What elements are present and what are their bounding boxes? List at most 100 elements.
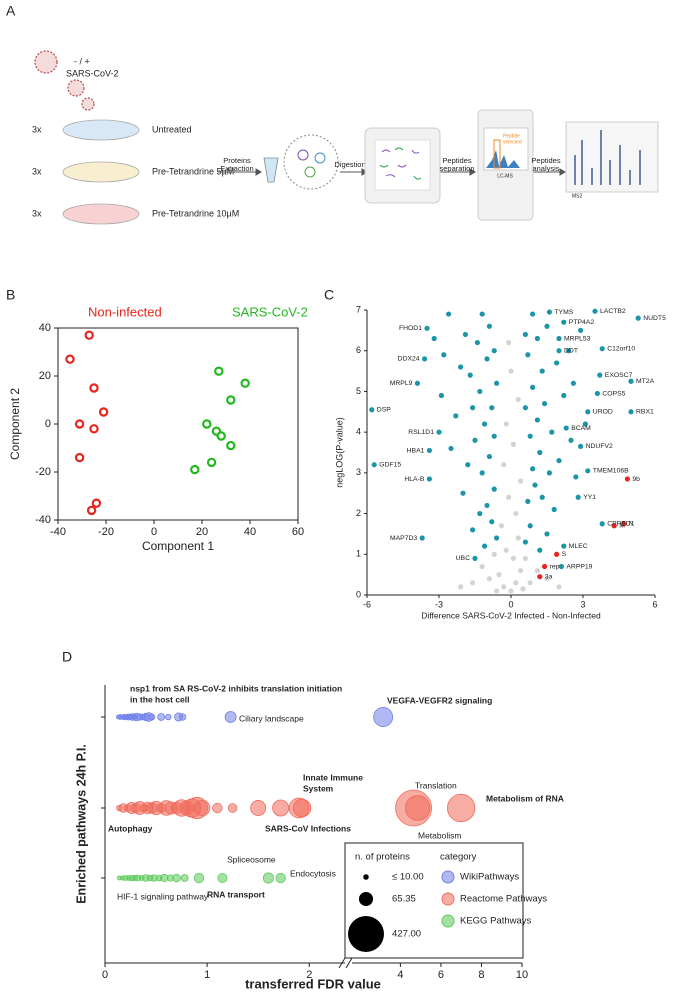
- point-label: DSP: [377, 407, 391, 414]
- dishes: [62, 119, 140, 225]
- point: [501, 584, 507, 590]
- legend-label: KEGG Pathways: [460, 916, 532, 927]
- point: [513, 510, 519, 517]
- x-tick-label: -3: [435, 599, 443, 609]
- point: [530, 384, 536, 390]
- point: [530, 466, 536, 472]
- point: [513, 580, 519, 586]
- point: [525, 498, 531, 504]
- labeled-point: [621, 521, 627, 527]
- spectrum: [574, 130, 641, 185]
- x-axis-title: Component 1: [142, 539, 214, 553]
- annotation: RNA transport: [207, 889, 265, 899]
- point: [566, 348, 572, 354]
- point-label: MLEC: [569, 543, 588, 550]
- step-label: Peptides: [531, 156, 560, 165]
- virus: [34, 50, 58, 74]
- point: [438, 392, 444, 399]
- point: [506, 494, 512, 500]
- point: [578, 327, 584, 333]
- point-label: MRPL53: [564, 335, 591, 342]
- point: [556, 584, 562, 590]
- y-tick-label: 1: [356, 549, 361, 559]
- point: [484, 356, 490, 362]
- annotation: Translation: [415, 780, 457, 790]
- labeled-point: [585, 468, 591, 474]
- point: [539, 494, 545, 500]
- labeled-point: [624, 476, 631, 482]
- annotation: nsp1 from SA RS-CoV-2 inhibits translati…: [130, 683, 342, 693]
- point: [467, 372, 473, 378]
- point: [518, 478, 524, 484]
- labeled-point: [594, 390, 601, 397]
- x-tick-label: 6: [438, 969, 444, 981]
- labeled-point: [575, 494, 581, 500]
- point-label: NDUFV2: [586, 443, 613, 450]
- point: [530, 311, 536, 317]
- point: [520, 586, 526, 592]
- y-axis-title: Component 2: [8, 388, 22, 460]
- arrows: [218, 168, 566, 176]
- y-tick-label: -40: [35, 514, 51, 526]
- labeled-point: [424, 325, 430, 331]
- y-tick-label: 7: [356, 304, 361, 314]
- annotation: VEGFA-VEGFR2 signaling: [387, 695, 492, 705]
- point: [525, 352, 531, 358]
- bubble: [148, 713, 156, 721]
- point: [527, 523, 533, 529]
- legend-key: [441, 914, 455, 928]
- point: [522, 539, 529, 545]
- point-label: NUDT5: [643, 315, 666, 322]
- point: [89, 424, 99, 434]
- point-label: COPS5: [602, 390, 625, 397]
- size-key: [363, 874, 369, 880]
- labeled-point: [561, 319, 567, 325]
- point: [544, 576, 550, 582]
- point: [479, 563, 485, 570]
- labeled-point: [422, 356, 428, 362]
- virus: [81, 97, 95, 111]
- point-label: MT2A: [636, 378, 655, 385]
- point: [431, 335, 437, 342]
- x-tick-label: 10: [516, 969, 528, 981]
- bubble: [275, 872, 286, 884]
- point-label: PTP4A2: [569, 319, 595, 326]
- labeled-point: [426, 476, 432, 482]
- labeled-point: [628, 409, 634, 415]
- size-key-label: 65.35: [392, 894, 416, 905]
- step-label: Digestion: [334, 160, 365, 169]
- point: [582, 421, 589, 427]
- legend-label: SARS-CoV-2: [232, 304, 308, 319]
- labeled-point: [592, 308, 598, 314]
- labeled-point: [578, 443, 584, 449]
- point: [506, 339, 512, 346]
- protein: [297, 149, 309, 161]
- step-label: Peptides: [442, 156, 471, 165]
- x-tick-label: -20: [98, 526, 114, 538]
- y-tick-label: 0: [45, 418, 51, 430]
- x-tick-label: -6: [363, 599, 371, 609]
- y-tick-label: 3: [356, 467, 361, 477]
- bubble: [250, 800, 267, 816]
- annotation: Innate Immune: [303, 772, 363, 782]
- point: [441, 352, 447, 358]
- panel-label: C: [324, 287, 334, 303]
- labeled-point: [561, 543, 567, 549]
- point: [74, 419, 85, 429]
- point: [508, 588, 514, 594]
- point: [549, 429, 555, 435]
- panel-label: B: [6, 287, 15, 303]
- size-key: [358, 891, 374, 907]
- labeled-point: [558, 563, 565, 570]
- point-label: TYMS: [554, 309, 573, 316]
- point-label: UROD: [593, 409, 613, 416]
- labeled-point: [635, 315, 641, 321]
- labeled-point: [628, 378, 634, 384]
- point-label: DDX24: [398, 356, 420, 363]
- step-label: separation: [439, 164, 474, 173]
- point: [573, 474, 579, 480]
- annotation: Ciliary landscape: [239, 713, 304, 723]
- point-label: N: [629, 521, 634, 528]
- instrument-label: LC-MS: [497, 173, 513, 179]
- step-label: analysis: [532, 164, 559, 173]
